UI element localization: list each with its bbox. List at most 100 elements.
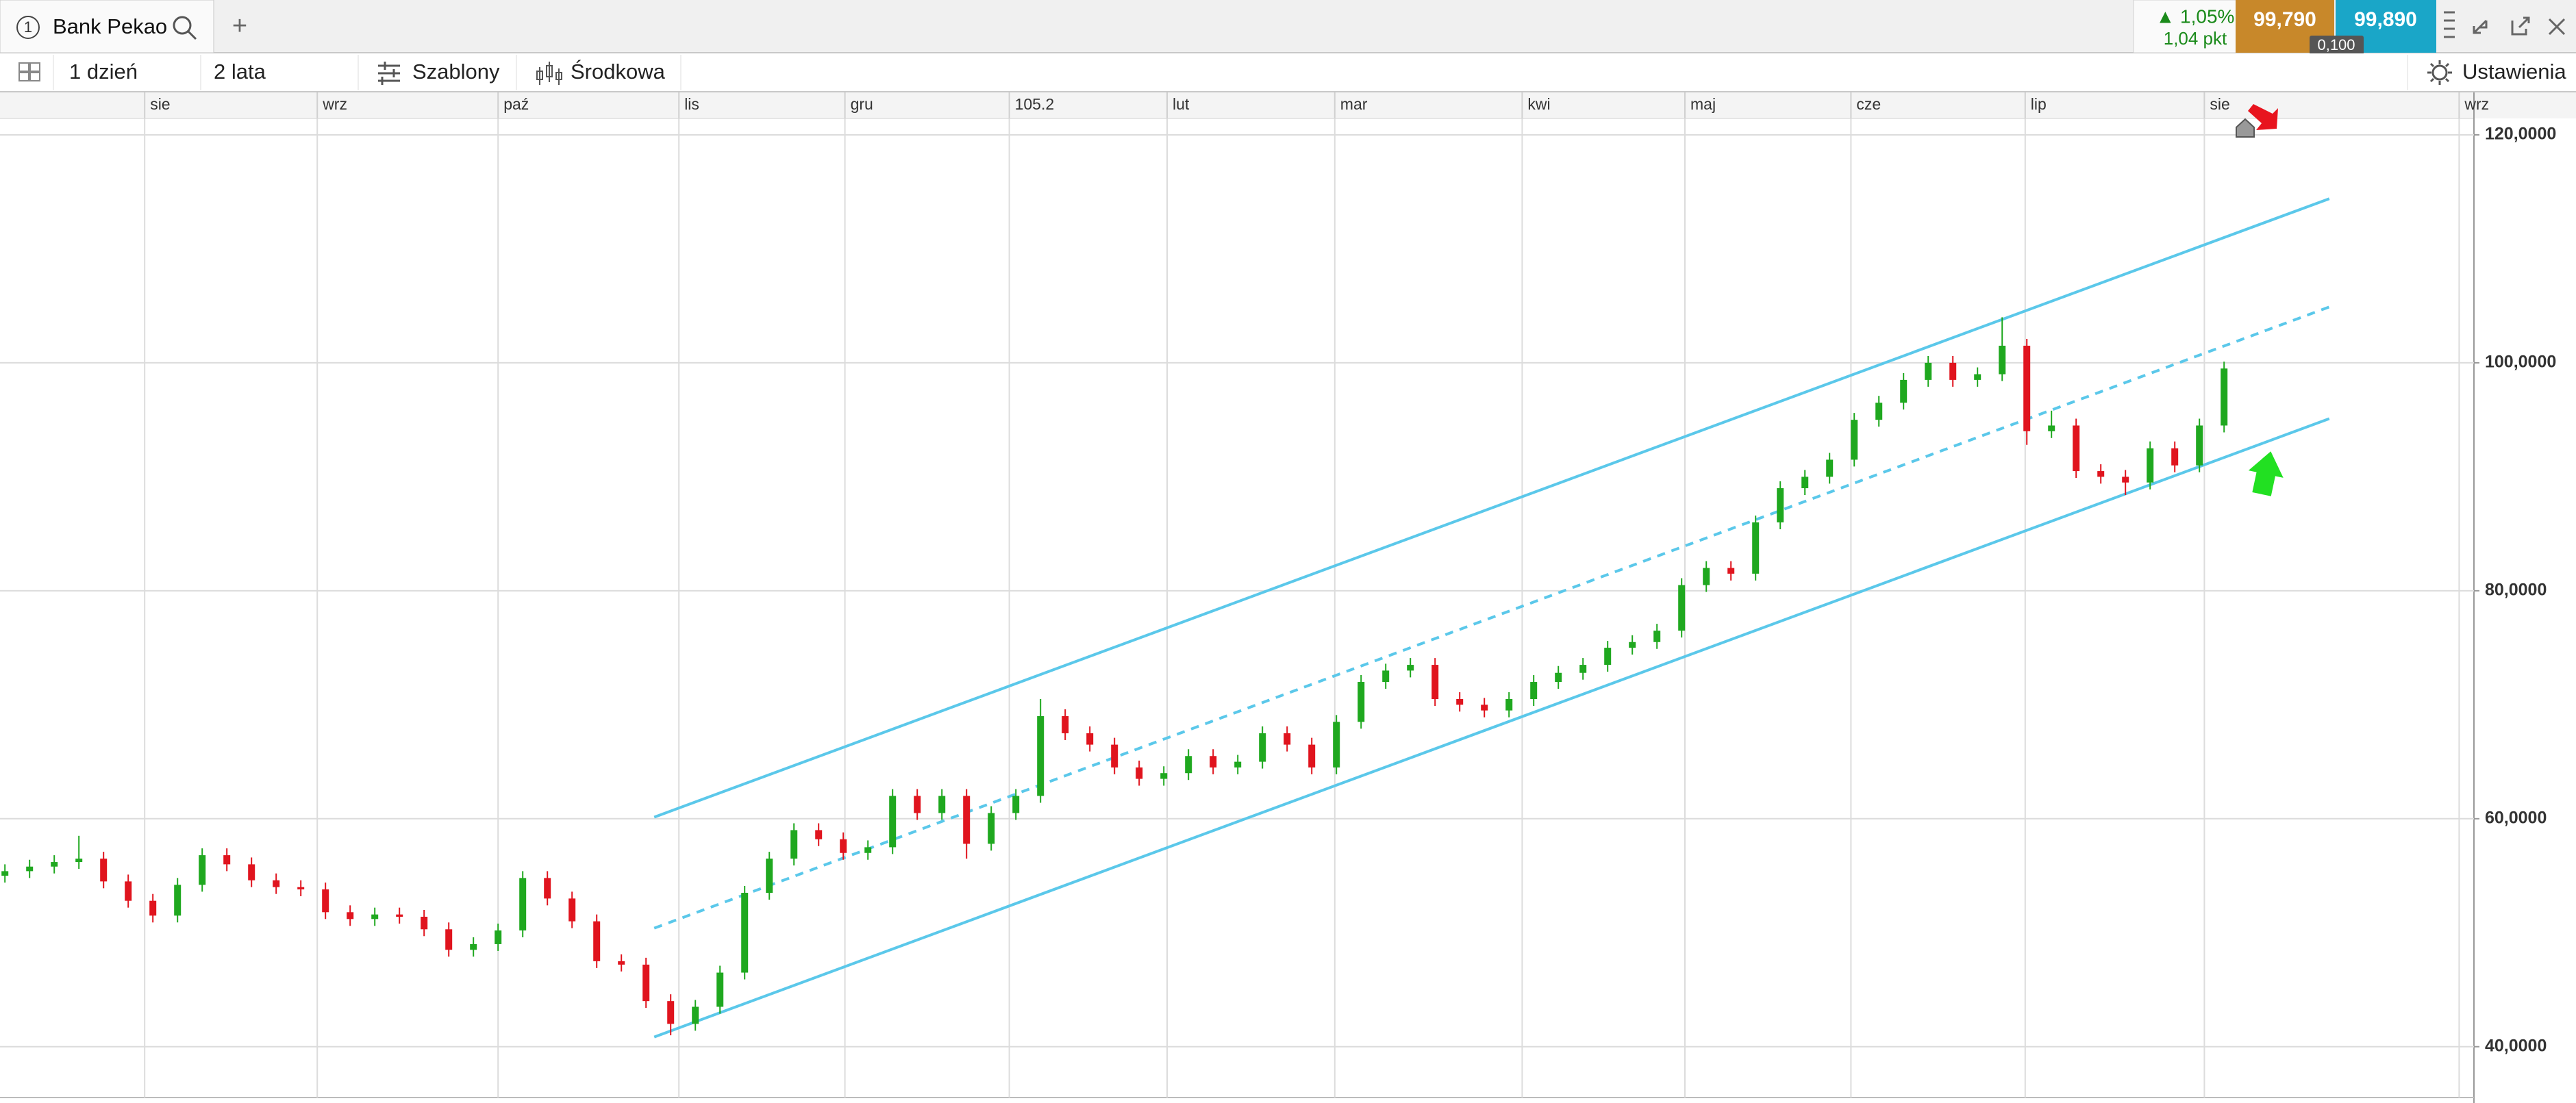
candle-body xyxy=(642,964,650,1002)
change-box xyxy=(2133,0,2237,53)
candle-body xyxy=(2221,368,2228,426)
candle-body xyxy=(1234,761,1242,768)
candle-body xyxy=(1727,568,1735,574)
change-pct: ▲ 1,05% xyxy=(2156,5,2235,27)
candle-body xyxy=(1481,705,1488,711)
y-tick-label: 40,0000 xyxy=(2485,1036,2547,1055)
candle-body xyxy=(519,878,527,930)
x-tick-label: 105.2 xyxy=(1015,95,1055,113)
candle-body xyxy=(273,880,280,887)
candle-body xyxy=(963,796,971,844)
candle-body xyxy=(1678,585,1686,631)
candle-body xyxy=(938,796,946,813)
candle-body xyxy=(1851,420,1858,460)
candle-body xyxy=(199,855,206,885)
tab-title[interactable]: Bank Pekao xyxy=(53,14,167,38)
candle-body xyxy=(618,961,625,965)
candle-body xyxy=(1999,345,2006,375)
buy-price[interactable]: 99,890 xyxy=(2354,8,2417,31)
green-arrow xyxy=(2248,451,2284,496)
candle-body xyxy=(815,830,823,839)
chart-style-icon[interactable] xyxy=(536,62,562,85)
candle-body xyxy=(2048,425,2055,431)
candle-body xyxy=(2073,425,2080,472)
red-arrow xyxy=(2248,104,2278,130)
candle-body xyxy=(1062,715,1069,733)
candle-body xyxy=(174,885,182,916)
candle-body xyxy=(149,900,157,916)
y-tick-label: 80,0000 xyxy=(2485,580,2547,599)
candle-body xyxy=(544,878,551,899)
candle-body xyxy=(1358,682,1365,722)
candle-body xyxy=(248,864,255,880)
trend-line xyxy=(653,197,2330,819)
date-axis-strip xyxy=(0,92,2576,118)
candle-body xyxy=(371,914,379,920)
candle-body xyxy=(1875,403,1883,420)
candle-body xyxy=(1604,648,1612,665)
add-tab[interactable]: + xyxy=(232,12,247,40)
x-tick-label: lip xyxy=(2031,95,2047,113)
candle-body xyxy=(914,796,921,813)
candle-body xyxy=(568,898,576,922)
candle-body xyxy=(445,929,453,950)
candle-body xyxy=(1431,665,1439,700)
x-tick-label: mar xyxy=(1340,95,1368,113)
candle-body xyxy=(1900,379,1908,403)
candle-body xyxy=(125,881,132,901)
candle-body xyxy=(2122,477,2129,483)
templates-icon[interactable] xyxy=(378,62,400,85)
candle-body xyxy=(26,866,34,872)
candle-body xyxy=(1210,756,1217,768)
x-tick-label: sie xyxy=(2210,95,2229,113)
settings-icon[interactable] xyxy=(2427,60,2452,85)
settings[interactable]: Ustawienia xyxy=(2462,60,2566,84)
x-tick-label: gru xyxy=(851,95,873,113)
search-icon[interactable] xyxy=(173,16,197,40)
sell-price[interactable]: 99,790 xyxy=(2253,8,2316,31)
candle-body xyxy=(1826,459,1834,477)
candle-body xyxy=(840,839,847,853)
candle-body xyxy=(1801,477,1809,489)
candle-body xyxy=(1456,699,1464,705)
y-tick-label: 120,0000 xyxy=(2485,125,2556,144)
home-marker[interactable] xyxy=(2236,118,2255,138)
candle-body xyxy=(470,943,477,950)
change-pts: 1,04 pkt xyxy=(2164,28,2227,49)
window-icons[interactable] xyxy=(2444,11,2566,38)
candle-body xyxy=(1505,699,1513,711)
plot: 40,0000 60,0000 80,0000 100,0000 120,0000 sie… xyxy=(0,92,2556,1098)
candle-body xyxy=(790,830,798,859)
candle-body xyxy=(100,859,108,882)
candle-body xyxy=(1333,722,1340,768)
trend-line xyxy=(653,417,2330,1039)
candle-body xyxy=(2097,471,2105,477)
range[interactable]: 2 lata xyxy=(214,60,266,84)
layout-icon[interactable] xyxy=(18,62,40,81)
candle-body xyxy=(667,1001,675,1024)
candle-body xyxy=(2147,448,2154,483)
candle-body xyxy=(1653,631,1661,642)
candle-body xyxy=(1555,672,1562,683)
x-tick-label: maj xyxy=(1690,95,1716,113)
candle-body xyxy=(1259,733,1266,762)
candle-body xyxy=(75,859,83,863)
candle-body xyxy=(716,972,724,1007)
tab-number-circle xyxy=(16,16,40,39)
candle-body xyxy=(1629,642,1636,648)
candle-body xyxy=(766,859,773,893)
candle-body xyxy=(396,914,403,917)
candle-body xyxy=(692,1006,699,1024)
interval[interactable]: 1 dzień xyxy=(69,60,138,84)
candle-body xyxy=(1925,362,1932,380)
candle-body xyxy=(1308,744,1316,768)
tab[interactable] xyxy=(0,0,214,53)
templates[interactable]: Szablony xyxy=(412,60,500,84)
candle-body xyxy=(593,921,601,961)
chart-style[interactable]: Środkowa xyxy=(571,59,666,84)
candle-body xyxy=(1703,568,1710,585)
candle-body xyxy=(1012,796,1020,813)
candle-body xyxy=(495,930,502,944)
